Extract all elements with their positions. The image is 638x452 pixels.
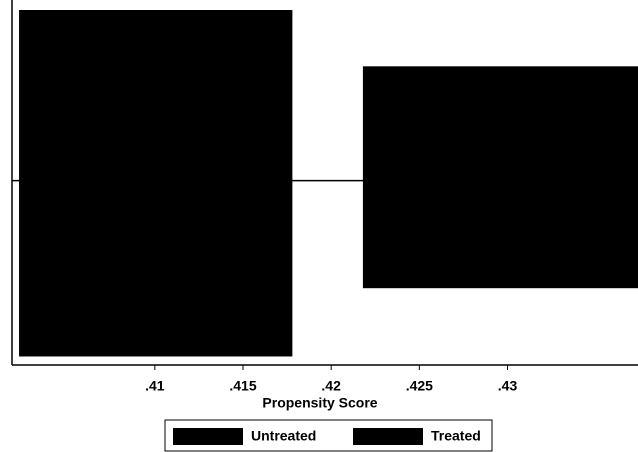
legend-label: Treated (431, 428, 481, 444)
x-tick-label: .43 (498, 378, 518, 394)
x-tick-label: .425 (406, 378, 433, 394)
x-tick-label: .41 (145, 378, 165, 394)
bar (363, 66, 638, 180)
x-tick-label: .415 (229, 378, 256, 394)
chart: Propensity Score .41 .415 .42 .425 .43 Untrea… (0, 0, 638, 452)
legend-swatch (353, 428, 423, 445)
page: Propensity Score .41 .415 .42 .425 .43 Untrea… (0, 0, 638, 452)
x-tick-label: .42 (321, 378, 341, 394)
x-axis-label: Propensity Score (262, 395, 377, 411)
bar (19, 181, 292, 357)
legend-swatch (173, 428, 243, 445)
legend-label: Untreated (251, 428, 316, 444)
bar (363, 181, 638, 289)
bar (19, 10, 292, 181)
